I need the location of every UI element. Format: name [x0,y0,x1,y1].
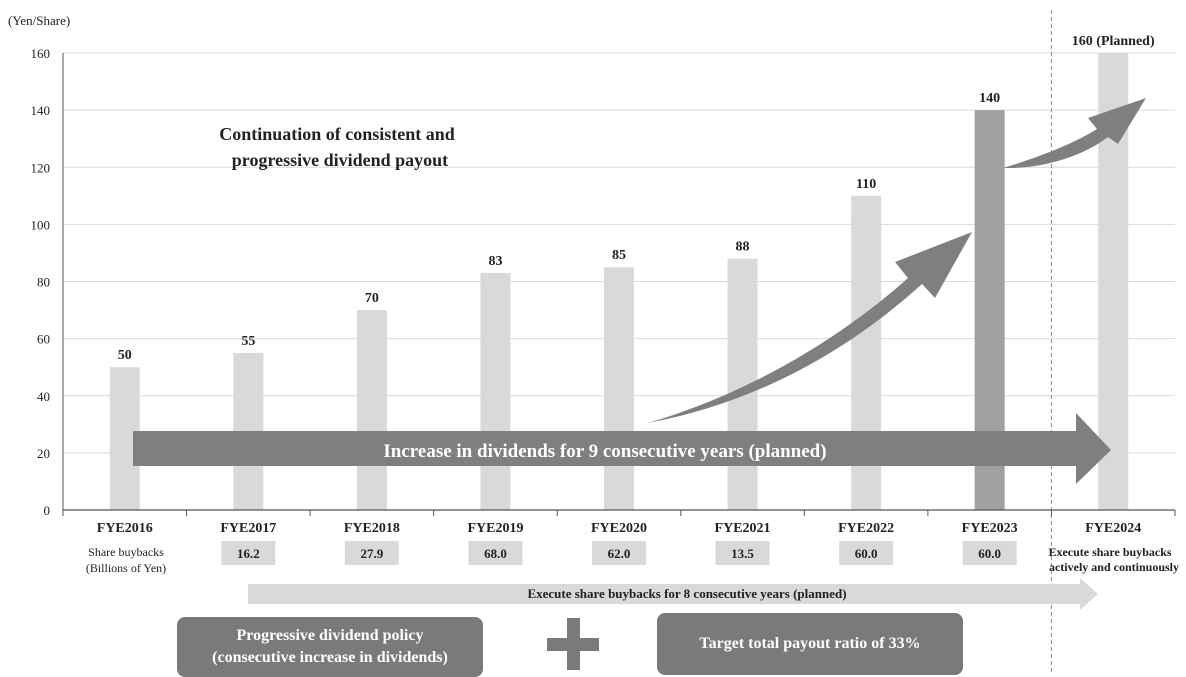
dividend-increase-arrow [133,413,1111,484]
value-label-fye2024: 160 (Planned) [1072,34,1155,49]
annotation-line-1: Continuation of consistent and [219,124,455,144]
category-fye2019: FYE2019 [467,521,523,536]
value-label-fye2020: 85 [612,248,626,263]
x-axis [62,53,1176,516]
progressive-dividend-policy-box: Progressive dividend policy (consecutive… [177,617,483,677]
value-label-fye2019: 83 [488,254,502,269]
bar-fye2019 [480,272,511,510]
arrows: Increase in dividends for 9 consecutive … [133,98,1146,610]
buyback-label-line-2: (Billions of Yen) [86,561,166,575]
buyback-value-fye2017: 16.2 [237,546,260,561]
value-label-fye2018: 70 [365,291,379,306]
buyback-values: 16.2 27.9 68.0 62.0 13.5 60.0 60.0 [221,541,1017,565]
value-label-fye2023: 140 [979,91,1000,106]
y-tick-120: 120 [31,160,51,175]
y-tick-0: 0 [44,503,51,518]
fye2024-buyback-line-2: actively and continuously [1049,560,1179,574]
category-fye2017: FYE2017 [220,521,276,536]
buyback-arrow-text: Execute share buybacks for 8 consecutive… [527,586,846,601]
category-fye2023: FYE2023 [962,521,1018,536]
y-axis-unit: (Yen/Share) [8,13,70,28]
target-payout-ratio-box: Target total payout ratio of 33% [657,613,963,675]
value-label-fye2022: 110 [856,177,876,192]
buyback-arrow [248,578,1098,610]
planned-growth-arrow [1003,98,1146,169]
growth-curve-arrow [648,232,972,423]
bar-fye2020 [604,267,634,510]
annotation-line-2: progressive dividend payout [232,150,448,170]
y-tick-20: 20 [37,446,50,461]
y-tick-160: 160 [31,46,51,61]
category-fye2024: FYE2024 [1085,521,1141,536]
category-fye2016: FYE2016 [97,521,153,536]
buyback-box-fye2022 [839,541,894,565]
value-label-fye2021: 88 [736,240,750,255]
y-tick-60: 60 [37,332,50,347]
y-tick-40: 40 [37,389,50,404]
buyback-box-fye2019 [468,541,523,565]
y-tick-100: 100 [31,217,51,232]
value-label-fye2017: 55 [241,334,255,349]
buyback-value-fye2020: 62.0 [608,546,631,561]
buyback-box-fye2023 [962,541,1017,565]
buyback-box-fye2017 [221,541,276,565]
fye2024-buyback-line-1: Execute share buybacks [1048,545,1171,559]
buyback-box-fye2020 [592,541,646,565]
dividend-increase-arrow-text: Increase in dividends for 9 consecutive … [383,441,826,462]
x-axis-categories: FYE2016 FYE2017 FYE2018 FYE2019 FYE2020 FYE20… [97,521,1141,536]
y-tick-80: 80 [37,275,50,290]
category-fye2020: FYE2020 [591,521,647,536]
policy-box2-text: Target total payout ratio of 33% [699,635,921,652]
plus-icon [547,618,599,670]
policy-box1-line-2: (consecutive increase in dividends) [212,649,448,666]
y-tick-140: 140 [31,103,51,118]
buyback-value-fye2018: 27.9 [361,546,384,561]
policy-box1-line-1: Progressive dividend policy [236,627,424,644]
buyback-box-fye2021 [715,541,770,565]
buyback-label-line-1: Share buybacks [88,545,164,559]
buyback-value-fye2023: 60.0 [978,546,1001,561]
buyback-value-fye2022: 60.0 [855,546,878,561]
category-fye2021: FYE2021 [715,521,771,536]
bar-fye2018 [356,310,387,510]
buyback-value-fye2021: 13.5 [731,546,754,561]
value-label-fye2016: 50 [118,348,132,363]
category-fye2018: FYE2018 [344,521,400,536]
y-axis-ticks: 0 20 40 60 80 100 120 140 160 [31,46,51,518]
buyback-value-fye2019: 68.0 [484,546,507,561]
category-fye2022: FYE2022 [838,521,894,536]
buyback-box-fye2018 [344,541,399,565]
